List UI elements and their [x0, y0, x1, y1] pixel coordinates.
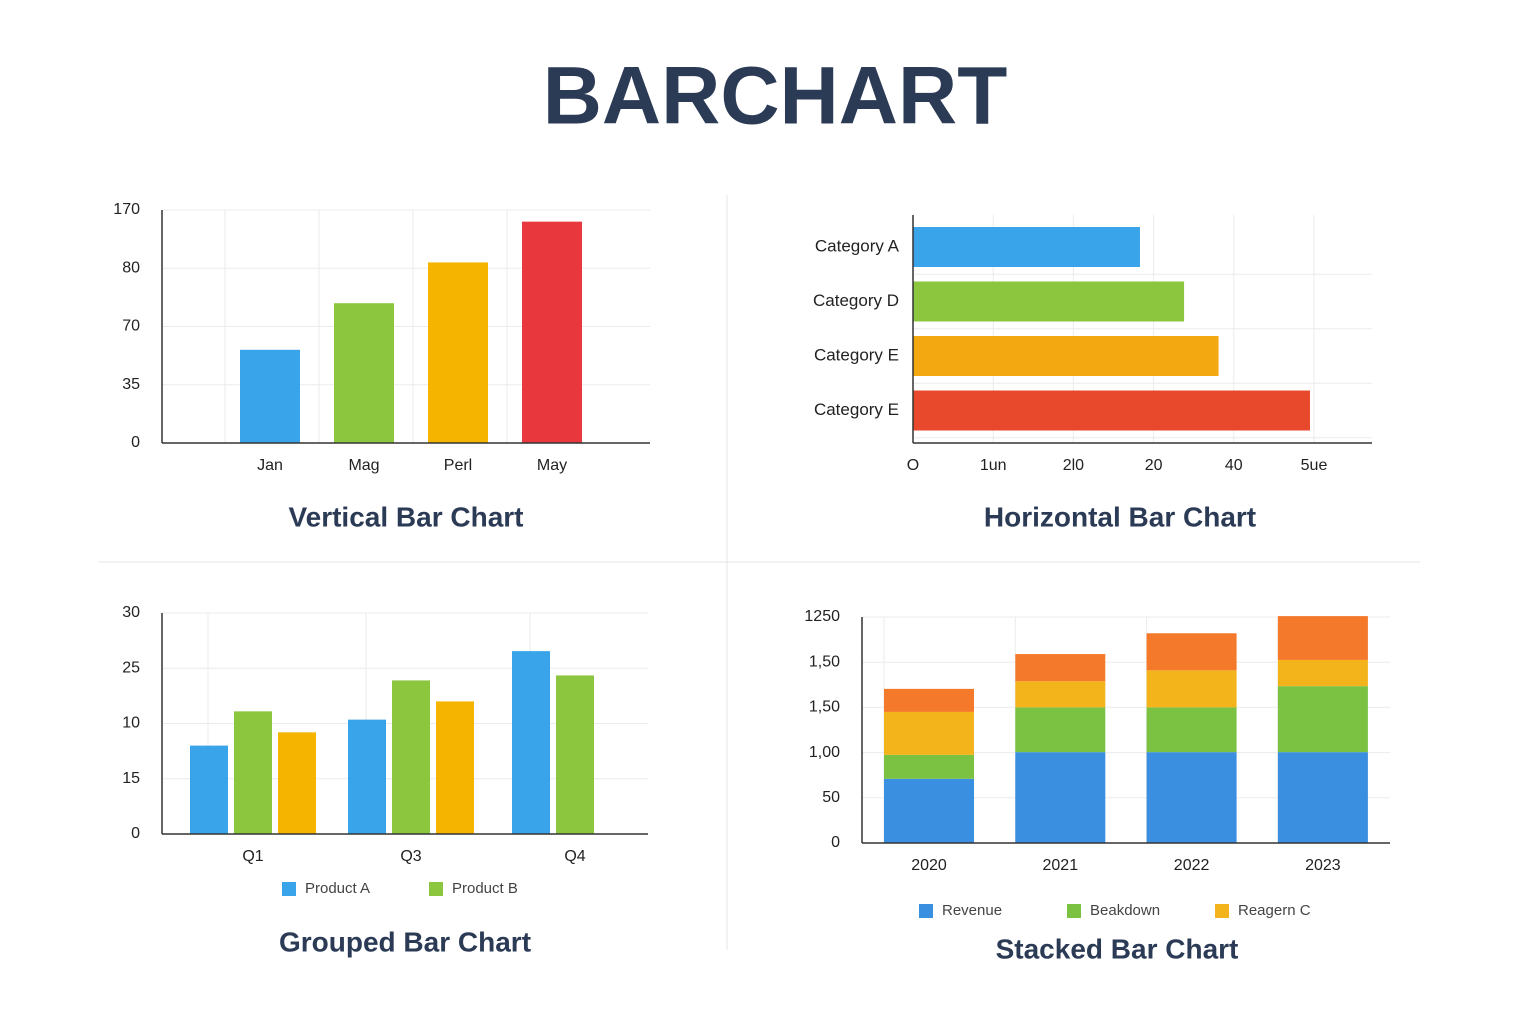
bar: [190, 745, 228, 834]
bar-segment: [1015, 707, 1106, 753]
bar: [234, 711, 272, 834]
bar: [428, 262, 488, 443]
x-tick-label: 2022: [1174, 857, 1210, 874]
y-tick-label: 15: [122, 770, 140, 787]
y-tick-label: 0: [131, 825, 140, 842]
x-tick-label: 1un: [980, 457, 1007, 474]
y-tick-label: 1,50: [809, 653, 840, 670]
bar-segment: [1015, 654, 1106, 682]
x-tick-label: O: [907, 457, 919, 474]
bar-segment: [1146, 752, 1237, 843]
bar-segment: [884, 778, 974, 843]
y-tick-label: 70: [122, 318, 140, 335]
bar: [392, 680, 430, 834]
chart-title: Stacked Bar Chart: [996, 933, 1239, 964]
bar-segment: [1277, 659, 1368, 687]
bar-segment: [1146, 670, 1237, 708]
y-tick-label: 1250: [804, 608, 840, 625]
x-tick-label: 2l0: [1063, 457, 1084, 474]
bar: [522, 221, 582, 443]
legend-label: Product B: [452, 880, 518, 897]
bar: [348, 719, 386, 834]
bar-segment: [884, 688, 974, 712]
chart-title: Grouped Bar Chart: [279, 926, 531, 957]
page-title: BARCHART: [543, 51, 1008, 142]
legend-swatch: [1067, 904, 1081, 918]
x-tick-label: 20: [1145, 457, 1163, 474]
y-tick-label: 0: [131, 434, 140, 451]
bar-segment: [884, 754, 974, 779]
bar: [278, 732, 316, 834]
y-tick-label: 35: [122, 376, 140, 393]
x-tick-label: Q1: [242, 848, 263, 865]
x-tick-label: 2023: [1305, 857, 1341, 874]
x-tick-label: Q3: [400, 848, 421, 865]
bar: [913, 390, 1310, 431]
y-tick-label: 25: [122, 659, 140, 676]
bar-segment: [1277, 616, 1368, 660]
y-tick-label: 170: [113, 201, 140, 218]
y-tick-label: Category A: [815, 236, 900, 255]
bar: [913, 281, 1185, 322]
x-tick-label: May: [537, 457, 567, 474]
legend-label: Product A: [305, 880, 370, 897]
x-tick-label: Perl: [444, 457, 472, 474]
bar: [913, 227, 1140, 267]
x-tick-label: Jan: [257, 457, 283, 474]
bar-segment: [1277, 686, 1368, 753]
bar-segment: [1146, 707, 1237, 753]
bar: [436, 701, 474, 834]
y-tick-label: Category E: [814, 345, 899, 364]
bar: [512, 651, 550, 834]
bar: [240, 349, 300, 443]
x-tick-label: 2020: [911, 857, 947, 874]
y-tick-label: 50: [822, 789, 840, 806]
y-tick-label: 10: [122, 715, 140, 732]
x-tick-label: Mag: [348, 457, 379, 474]
bar-segment: [1015, 681, 1106, 708]
y-tick-label: 30: [122, 604, 140, 621]
chart-title: Vertical Bar Chart: [289, 501, 524, 532]
x-tick-label: 5ue: [1301, 457, 1328, 474]
y-tick-label: 80: [122, 259, 140, 276]
legend-label: Reagern C: [1238, 902, 1311, 919]
bar: [913, 336, 1219, 376]
y-tick-label: Category E: [814, 400, 899, 419]
x-tick-label: 40: [1225, 457, 1243, 474]
bar-segment: [884, 711, 974, 755]
bar-segment: [1277, 752, 1368, 843]
legend-label: Beakdown: [1090, 902, 1160, 919]
bar: [334, 303, 394, 443]
y-tick-label: 1,00: [809, 744, 840, 761]
y-tick-label: Category D: [813, 291, 899, 310]
legend-swatch: [1215, 904, 1229, 918]
bar: [556, 675, 594, 834]
legend-swatch: [919, 904, 933, 918]
legend-swatch: [282, 882, 296, 896]
bar-segment: [1015, 752, 1106, 843]
x-tick-label: 2021: [1043, 857, 1079, 874]
bar-segment: [1146, 633, 1237, 671]
y-tick-label: 1,50: [809, 699, 840, 716]
x-tick-label: Q4: [564, 848, 585, 865]
legend-swatch: [429, 882, 443, 896]
legend-label: Revenue: [942, 902, 1002, 919]
chart-title: Horizontal Bar Chart: [984, 501, 1256, 532]
y-tick-label: 0: [831, 834, 840, 851]
